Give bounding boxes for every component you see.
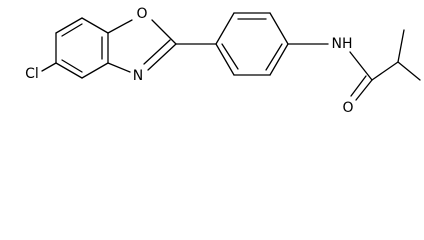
- atom-label: O: [136, 6, 147, 22]
- bonds: [41, 12, 421, 101]
- bond: [55, 17, 83, 34]
- bond: [81, 62, 109, 79]
- bond: [355, 79, 373, 101]
- bond: [81, 17, 109, 34]
- bond-inner: [221, 43, 239, 70]
- bond: [269, 43, 289, 76]
- bond: [269, 12, 289, 45]
- bond-inner: [61, 59, 83, 73]
- bond: [147, 43, 177, 71]
- bond: [371, 61, 399, 81]
- bond: [151, 19, 177, 45]
- bond: [41, 62, 57, 72]
- page: Cl O N NH O (() => { const data = JSON.p…: [25, 6, 421, 116]
- bond: [55, 62, 83, 79]
- atom-label: O: [342, 100, 353, 116]
- bond-inner: [143, 39, 171, 65]
- atom-label: Cl: [25, 66, 39, 82]
- bond: [349, 51, 373, 81]
- bond: [215, 12, 235, 45]
- bond: [215, 43, 235, 76]
- bond-inner: [61, 23, 83, 37]
- bond-inner: [265, 43, 283, 71]
- bond: [350, 75, 367, 97]
- molecule: Cl O N NH O: [25, 6, 421, 116]
- bond: [107, 19, 133, 34]
- atom-label: NH: [332, 36, 353, 52]
- bond: [107, 62, 131, 73]
- atom-label: N: [133, 68, 143, 84]
- bond: [397, 29, 405, 63]
- bond: [397, 61, 421, 81]
